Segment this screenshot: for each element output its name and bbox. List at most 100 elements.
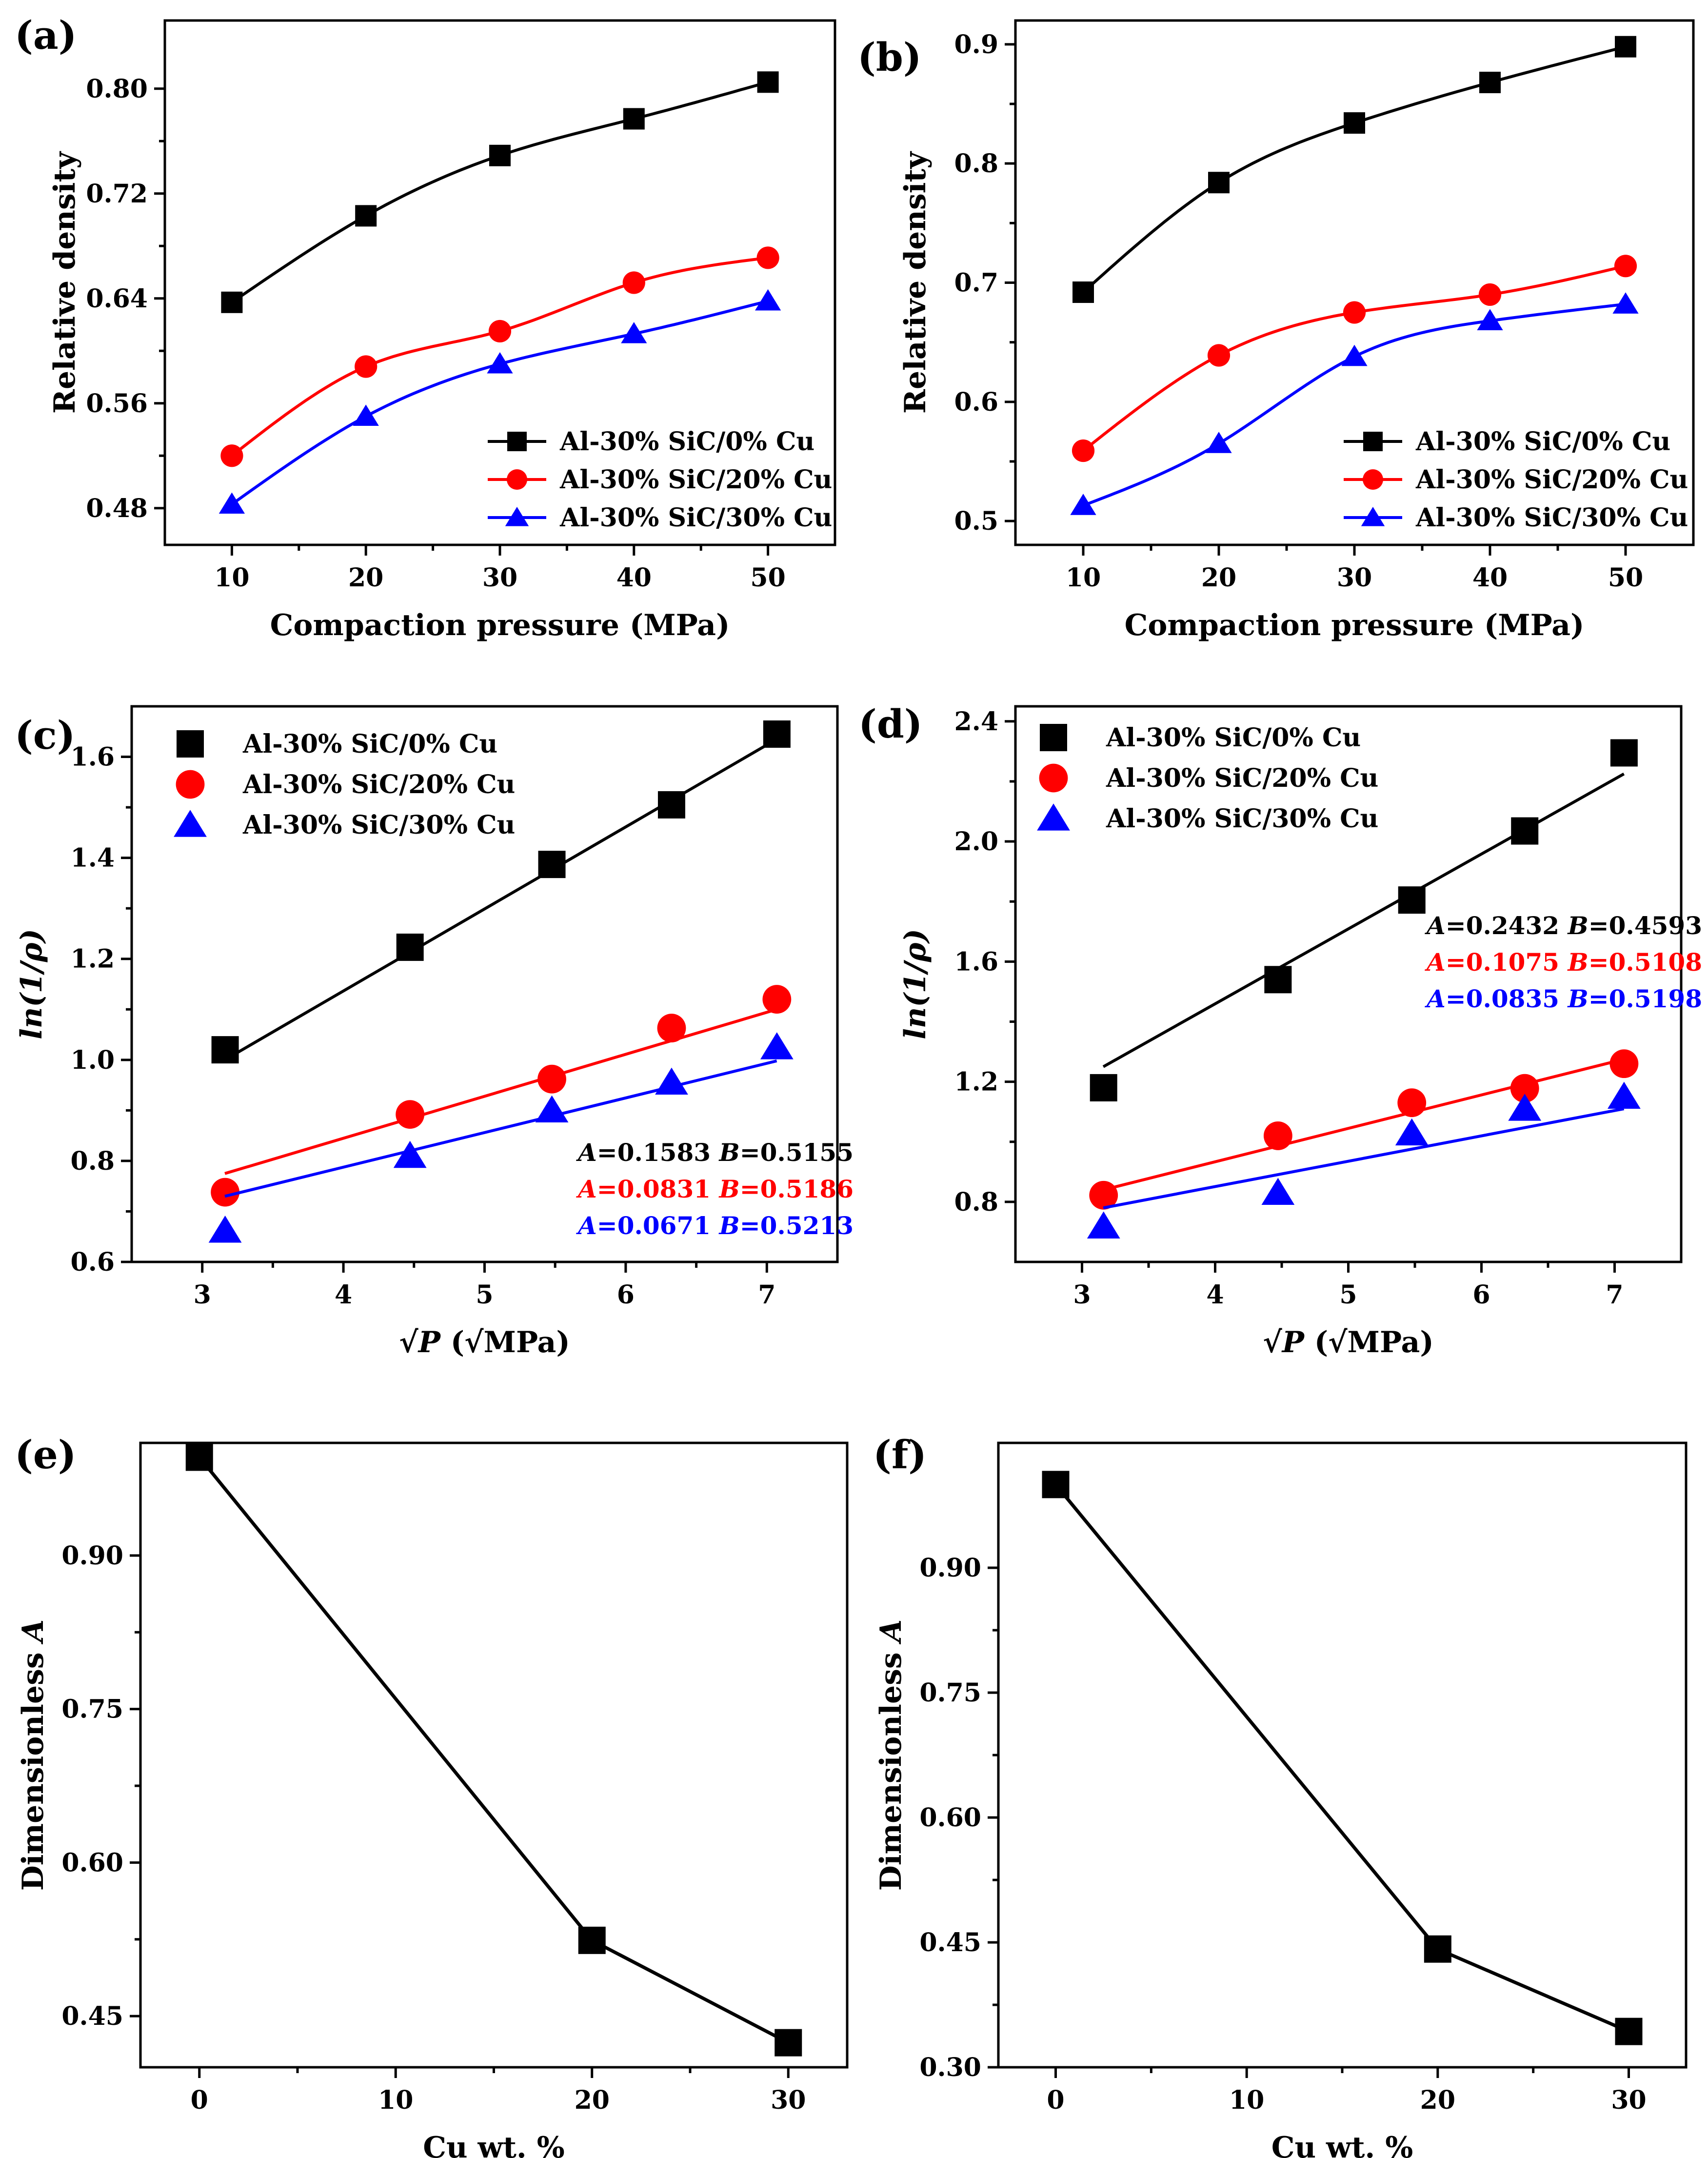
data-point (1344, 112, 1365, 134)
y-tick-label: 0.30 (919, 2053, 981, 2082)
series-line (1054, 1483, 1629, 2033)
data-point (756, 246, 779, 269)
legend: Al-30% SiC/0% Cu Al-30% SiC/20% Cu Al-30% … (488, 427, 832, 533)
y-tick-label: 2.4 (954, 707, 998, 737)
series-line (198, 1456, 789, 2044)
y-tick-label: 0.80 (86, 74, 148, 104)
data-point (1072, 281, 1094, 303)
legend-label: Al-30% SiC/20% Cu (1415, 465, 1688, 495)
x-axis-title: Cu wt. % (1271, 2131, 1413, 2158)
legend-label: Al-30% SiC/0% Cu (559, 427, 814, 457)
data-point (489, 144, 511, 166)
x-tick-label: 30 (1611, 2085, 1646, 2115)
plot-frame (997, 1441, 1688, 2069)
y-tick-label: 0.60 (919, 1803, 981, 1833)
x-tick-label: 6 (1472, 1280, 1490, 1310)
data-point (537, 1064, 566, 1094)
series-2 (211, 985, 792, 1207)
y-axis-title: Relative density (898, 151, 933, 414)
y-tick-label: 0.75 (919, 1678, 981, 1708)
x-axis-title: Compaction pressure (MPa) (1125, 608, 1585, 642)
data-point (1341, 344, 1368, 366)
y-tick-label: 0.90 (919, 1553, 981, 1583)
data-point (1510, 1074, 1539, 1103)
data-point (1206, 432, 1232, 453)
fit-line (224, 1059, 777, 1198)
y-tick-label: 1.4 (71, 843, 115, 873)
x-tick-label: 6 (617, 1280, 635, 1310)
x-tick-label: 50 (750, 563, 785, 593)
y-axis-title: Dimensionless A (874, 1619, 908, 1891)
legend-label: Al-30% SiC/30% Cu (242, 810, 515, 840)
legend-marker (176, 770, 205, 799)
data-point (1477, 309, 1503, 331)
data-point (1343, 301, 1366, 324)
data-point (221, 291, 243, 313)
series-3 (1087, 1081, 1641, 1239)
data-point (211, 1036, 239, 1064)
x-tick-label: 10 (214, 563, 249, 593)
fit-line (1103, 1107, 1625, 1210)
x-tick-label: 3 (194, 1280, 211, 1310)
legend-marker (1037, 803, 1070, 831)
x-axis-title: √P (√MPa) (399, 1325, 570, 1359)
fit-parameter-text: A=0.0671 B=0.5213 (576, 1211, 854, 1240)
y-tick-label: 1.6 (954, 947, 998, 977)
series-3 (208, 1032, 794, 1243)
y-tick-label: 0.6 (71, 1247, 115, 1277)
fit-parameters: A=0.2432 B=0.4593 A=0.1075 B=0.5108 A=0.08… (1425, 911, 1702, 1013)
data-point (775, 2029, 802, 2057)
panel-e: (e) 0 10 20 30 0.45 0.60 0.75 0.90 Cu wt. % Dimens… (15, 1432, 849, 2158)
y-tick-label: 0.8 (954, 1187, 998, 1217)
data-point (185, 1443, 213, 1471)
data-point (220, 444, 243, 467)
series-1 (1072, 36, 1636, 303)
data-point (396, 933, 424, 961)
series-3 (218, 289, 781, 514)
data-point (396, 1100, 425, 1129)
panel-d: (d) 3 4 5 6 7 0.8 1.2 1.6 2.0 2.4 √P (√MPa) ln(1/ρ) A… (858, 701, 1702, 1359)
panel-b: (b) 10 20 30 40 50 0.5 0.6 0.7 0.8 0.9 Compaction p… (857, 19, 1695, 642)
y-tick-label: 2.0 (954, 827, 998, 857)
legend-marker (1363, 469, 1383, 490)
data-point (621, 322, 647, 343)
panel-label: (d) (858, 701, 923, 747)
data-point (1612, 292, 1639, 314)
data-point (1072, 439, 1095, 462)
data-point (208, 1216, 242, 1243)
x-tick-label: 3 (1073, 1280, 1091, 1310)
data-point (218, 492, 245, 514)
x-tick-label: 40 (616, 563, 652, 593)
data-point (1615, 2018, 1643, 2045)
y-tick-label: 1.2 (71, 944, 115, 974)
y-tick-label: 0.6 (954, 387, 998, 417)
plot-frame (139, 1441, 849, 2069)
y-axis-title: Dimensionless A (16, 1619, 50, 1891)
data-point (760, 1032, 794, 1059)
y-tick-label: 0.45 (919, 1928, 981, 1958)
legend-label: Al-30% SiC/20% Cu (1106, 763, 1378, 793)
legend-marker (507, 432, 527, 451)
y-tick-label: 0.5 (954, 506, 998, 536)
legend-marker (174, 810, 207, 837)
y-tick-label: 0.7 (954, 268, 998, 298)
y-tick-label: 0.90 (61, 1541, 123, 1571)
y-tick-label: 0.56 (86, 389, 148, 419)
data-point (355, 205, 377, 227)
x-tick-label: 4 (1206, 1280, 1224, 1310)
fit-parameter-text: A=0.0831 B=0.5186 (576, 1175, 854, 1203)
data-point (1263, 1121, 1292, 1150)
x-axis-title: Cu wt. % (423, 2131, 564, 2158)
y-tick-label: 0.8 (954, 149, 998, 179)
data-point (1479, 72, 1501, 94)
legend-marker (1040, 724, 1067, 751)
data-point (1089, 1180, 1118, 1210)
panel-a: (a) 10 20 30 40 50 0.48 0.56 0.64 0.72 0.80 Compact… (15, 12, 836, 642)
data-point (762, 985, 792, 1014)
series-1 (221, 71, 779, 313)
x-tick-label: 30 (1337, 563, 1372, 593)
x-tick-label: 4 (335, 1280, 352, 1310)
legend-label: Al-30% SiC/20% Cu (242, 770, 515, 799)
y-tick-label: 0.72 (86, 179, 148, 209)
fit-parameter-text: A=0.1583 B=0.5155 (576, 1138, 854, 1167)
